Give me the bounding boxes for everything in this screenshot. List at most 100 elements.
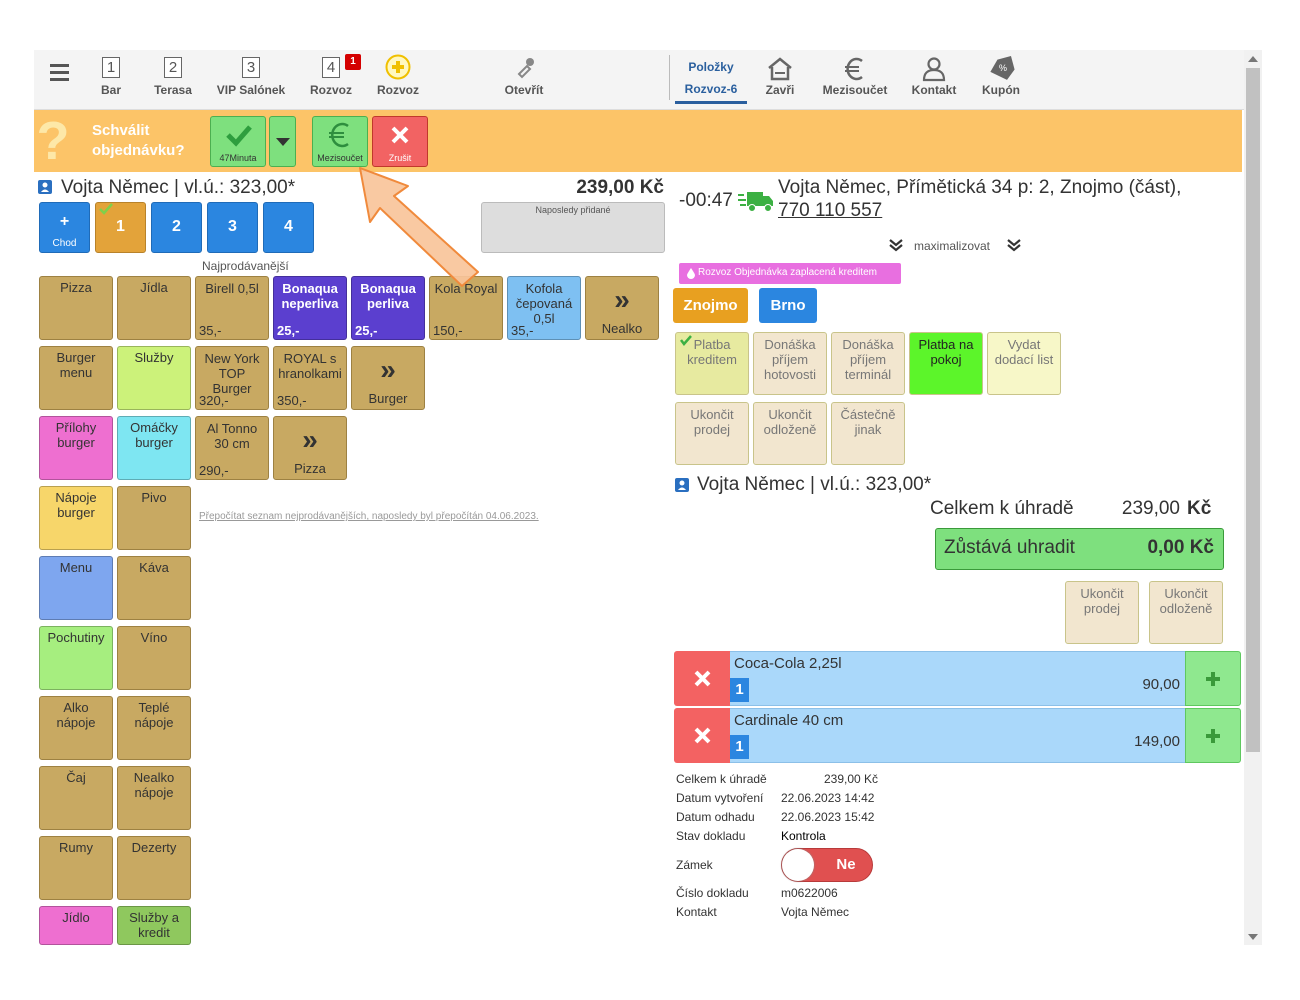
- approval-button[interactable]: Zrušit: [372, 116, 428, 167]
- bestsellers-title: Najprodávanější: [202, 259, 289, 273]
- item-row[interactable]: [730, 708, 1185, 763]
- tab-icon: %: [990, 55, 1015, 80]
- course-button[interactable]: 2: [151, 202, 202, 253]
- total-currency: Kč: [1187, 498, 1212, 519]
- category-button[interactable]: Burger menu: [39, 346, 113, 410]
- category-button[interactable]: Omáčky burger: [117, 416, 191, 480]
- category-button[interactable]: Čaj: [39, 766, 113, 830]
- category-button[interactable]: Jídlo: [39, 906, 113, 945]
- product-button[interactable]: Birell 0,5l 35,-: [195, 276, 269, 340]
- tab-label[interactable]: Kupón: [982, 83, 1020, 97]
- user-icon: [675, 478, 689, 492]
- item-price: 90,00: [1142, 676, 1180, 693]
- scrollbar-thumb[interactable]: [1246, 68, 1260, 752]
- detail-label: Celkem k úhradě: [676, 772, 767, 786]
- product-button[interactable]: » Pizza: [273, 416, 347, 480]
- button-label: 47Minuta: [219, 153, 257, 163]
- category-button[interactable]: Rumy: [39, 836, 113, 900]
- product-button[interactable]: ROYAL s hranolkami 350,-: [273, 346, 347, 410]
- course-button[interactable]: + Chod: [39, 202, 90, 253]
- action-button[interactable]: Platba kreditem: [675, 332, 749, 395]
- course-label: 3: [228, 218, 237, 235]
- svg-text:%: %: [999, 63, 1007, 73]
- finish-button[interactable]: Ukončit prodej: [1065, 581, 1139, 644]
- item-row[interactable]: [730, 651, 1185, 706]
- more-icon: »: [614, 284, 630, 315]
- maximize-label[interactable]: maximalizovat: [914, 239, 991, 253]
- tab-label[interactable]: Rozvoz: [310, 83, 352, 97]
- category-button[interactable]: Nápoje burger: [39, 486, 113, 550]
- category-button[interactable]: Služby a kredit: [117, 906, 191, 945]
- action-button[interactable]: Ukončit odloženě: [753, 402, 827, 465]
- product-button[interactable]: Bonaqua neperliva 25,-: [273, 276, 347, 340]
- category-button[interactable]: Teplé nápoje: [117, 696, 191, 760]
- item-qty: 1: [730, 678, 749, 702]
- delivery-phone[interactable]: 770 110 557: [778, 200, 883, 221]
- action-button[interactable]: Donáška příjem terminál: [831, 332, 905, 395]
- delivery-address: Vojta Němec, Přímětická 34 p: 2, Znojmo …: [778, 177, 1182, 198]
- tab-label[interactable]: Zavři: [765, 83, 795, 97]
- active-underline: [675, 101, 747, 104]
- course-button[interactable]: 1: [95, 202, 146, 253]
- tab-number-icon: 3: [242, 57, 260, 78]
- tab-icon: [922, 57, 946, 82]
- customer-header: Vojta Němec | vl.ú.: 323,00*: [61, 177, 296, 198]
- category-button[interactable]: Menu: [39, 556, 113, 620]
- credit-check: [680, 335, 692, 346]
- tab-label[interactable]: Mezisoučet: [822, 83, 888, 97]
- category-button[interactable]: Přílohy burger: [39, 416, 113, 480]
- zone-button[interactable]: Znojmo: [673, 288, 748, 323]
- tab-label[interactable]: VIP Salónek: [216, 83, 286, 97]
- category-button[interactable]: Alko nápoje: [39, 696, 113, 760]
- check-icon: [226, 125, 252, 147]
- add-icon: [1206, 672, 1220, 686]
- product-button[interactable]: » Burger: [351, 346, 425, 410]
- tab-sublabel[interactable]: Rozvoz-6: [684, 82, 738, 96]
- detail-value: 239,00 Kč: [824, 772, 879, 786]
- tab-label[interactable]: Terasa: [154, 83, 192, 97]
- action-button[interactable]: Platba na pokoj: [909, 332, 983, 395]
- button-label: Zrušit: [388, 153, 412, 163]
- category-button[interactable]: Pochutiny: [39, 626, 113, 690]
- category-button[interactable]: Dezerty: [117, 836, 191, 900]
- more-label: Nealko: [601, 321, 643, 336]
- tab-label[interactable]: Kontakt: [911, 83, 957, 97]
- category-button[interactable]: Pivo: [117, 486, 191, 550]
- product-button[interactable]: » Nealko: [585, 276, 659, 340]
- product-button[interactable]: Bonaqua perliva 25,-: [351, 276, 425, 340]
- tab-label[interactable]: Bar: [100, 83, 121, 97]
- remaining-box: [935, 528, 1224, 570]
- course-button[interactable]: 3: [207, 202, 258, 253]
- product-button[interactable]: Al Tonno 30 cm 290,-: [195, 416, 269, 480]
- product-button[interactable]: Kofola čepovaná 0,5l 35,-: [507, 276, 581, 340]
- product-button[interactable]: New York TOP Burger 320,-: [195, 346, 269, 410]
- recalculate-link[interactable]: Přepočítat seznam nejprodávanějších, nap…: [199, 511, 539, 522]
- category-button[interactable]: Služby: [117, 346, 191, 410]
- item-price: 149,00: [1134, 733, 1180, 750]
- tab-label[interactable]: Položky: [688, 60, 734, 74]
- category-button[interactable]: Káva: [117, 556, 191, 620]
- detail-label: Kontakt: [676, 905, 717, 919]
- category-button[interactable]: Pizza: [39, 276, 113, 340]
- finish-button[interactable]: Ukončit odloženě: [1149, 581, 1223, 644]
- action-button[interactable]: Vydat dodací list: [987, 332, 1061, 395]
- product-button[interactable]: Kola Royal 150,-: [429, 276, 503, 340]
- category-button[interactable]: Jídla: [117, 276, 191, 340]
- tab-label[interactable]: Otevřít: [504, 83, 544, 97]
- category-button[interactable]: Víno: [117, 626, 191, 690]
- action-button[interactable]: Částečně jinak: [831, 402, 905, 465]
- detail-value: Kontrola: [781, 829, 826, 843]
- course-label: 4: [284, 218, 293, 235]
- zone-button[interactable]: Brno: [759, 288, 817, 323]
- category-button[interactable]: Nealko nápoje: [117, 766, 191, 830]
- action-button[interactable]: Ukončit prodej: [675, 402, 749, 465]
- delivery-badge: [679, 263, 901, 284]
- scroll-up: [1248, 56, 1258, 62]
- scroll-down: [1248, 934, 1258, 940]
- detail-label: Datum odhadu: [676, 810, 755, 824]
- course-button[interactable]: 4: [263, 202, 314, 253]
- action-button[interactable]: Donáška příjem hotovosti: [753, 332, 827, 395]
- tab-label[interactable]: Rozvoz: [377, 83, 419, 97]
- product-price: 150,-: [433, 323, 463, 338]
